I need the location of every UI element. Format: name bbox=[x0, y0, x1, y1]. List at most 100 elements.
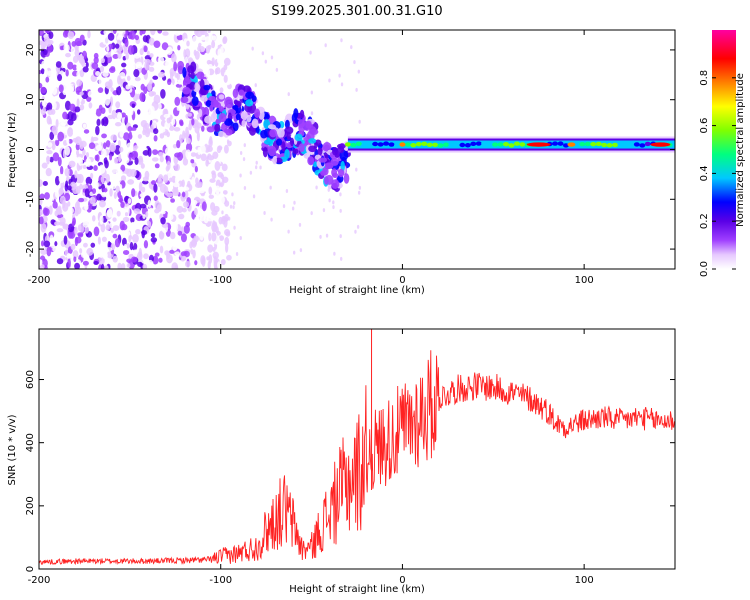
heatmap-cell bbox=[214, 123, 221, 133]
heatmap-cell bbox=[245, 99, 254, 107]
heatmap-cell bbox=[172, 189, 179, 197]
heatmap-cell bbox=[218, 130, 225, 138]
heatmap-cell bbox=[332, 205, 335, 210]
heatmap-cell bbox=[58, 84, 64, 93]
heatmap-cell bbox=[85, 151, 90, 158]
heatmap-cell bbox=[92, 188, 97, 194]
heatmap-cell bbox=[178, 213, 185, 220]
heatmap-cell bbox=[40, 131, 45, 141]
colorbar-tick-label: 0.0 bbox=[699, 261, 710, 277]
heatmap-cell bbox=[221, 229, 225, 237]
heatmap-cell bbox=[52, 170, 58, 176]
heatmap-cell bbox=[235, 251, 239, 256]
heatmap-cell bbox=[84, 188, 90, 198]
heatmap-cell bbox=[72, 64, 78, 71]
heatmap-cell bbox=[122, 216, 130, 223]
heatmap-cell bbox=[199, 144, 206, 155]
heatmap-cell bbox=[142, 263, 148, 269]
heatmap-cell bbox=[134, 34, 140, 41]
heatmap-cell bbox=[90, 242, 96, 248]
heatmap-cell bbox=[453, 141, 460, 147]
heatmap-cell bbox=[86, 51, 93, 60]
heatmap-cell bbox=[223, 218, 228, 228]
heatmap-cell bbox=[58, 173, 65, 184]
heatmap-cell bbox=[112, 225, 120, 231]
colorbar-label: Normalized spectral amplitude bbox=[735, 73, 746, 227]
heatmap-cell bbox=[184, 189, 189, 200]
heatmap-cell bbox=[633, 142, 640, 147]
heatmap-cell bbox=[191, 239, 198, 247]
heatmap-cell bbox=[198, 188, 205, 194]
heatmap-cell bbox=[262, 146, 268, 158]
heatmap-cell bbox=[166, 46, 173, 55]
snr-xtick-label: -100 bbox=[209, 575, 232, 586]
heatmap-cell bbox=[66, 253, 72, 259]
heatmap-cell bbox=[99, 215, 104, 225]
heatmap-cell bbox=[79, 34, 85, 42]
heatmap-cell bbox=[114, 43, 120, 49]
heatmap-cell bbox=[67, 119, 74, 126]
heatmap-cell bbox=[222, 190, 228, 195]
heatmap-cell bbox=[56, 208, 63, 216]
snr-axes: -200 -100 0 100 0 200 400 600 bbox=[25, 329, 675, 586]
heatmap-cell bbox=[231, 192, 234, 197]
heatmap-cell bbox=[142, 129, 146, 136]
heatmap-cell bbox=[82, 164, 87, 170]
heatmap-cell bbox=[145, 211, 149, 218]
heatmap-cell bbox=[169, 71, 174, 81]
heatmap-cell bbox=[222, 37, 227, 45]
heatmap-cell bbox=[62, 224, 69, 230]
heatmap-cell bbox=[48, 205, 53, 215]
heatmap-cell bbox=[215, 192, 221, 200]
heatmap-cell bbox=[138, 41, 146, 47]
heatmap-cell bbox=[310, 90, 314, 95]
heatmap-cell bbox=[173, 61, 178, 72]
heatmap-cell bbox=[114, 238, 121, 248]
heatmap-cell bbox=[293, 108, 299, 119]
heatmap-cell bbox=[125, 53, 129, 60]
heatmap-cell bbox=[233, 201, 236, 206]
heatmap-cell bbox=[132, 82, 140, 88]
heatmap-cell bbox=[103, 55, 108, 66]
heatmap-cell bbox=[171, 118, 176, 126]
heatmap-cell bbox=[190, 71, 195, 80]
heatmap-cell bbox=[143, 253, 149, 260]
heatmap-cell bbox=[366, 142, 373, 147]
heatmap-cell bbox=[211, 222, 218, 233]
heatmap-cell bbox=[133, 208, 141, 215]
heatmap-cell bbox=[201, 256, 206, 267]
heatmap-cell bbox=[50, 196, 55, 201]
heatmap-cell bbox=[209, 136, 213, 145]
heatmap-cell bbox=[132, 233, 139, 243]
heatmap-cell bbox=[55, 138, 60, 147]
heatmap-cell bbox=[355, 141, 362, 146]
heatmap-cell bbox=[215, 119, 220, 125]
heatmap-cell bbox=[290, 137, 295, 147]
heatmap-cell bbox=[174, 264, 179, 269]
heatmap-cell bbox=[639, 143, 646, 148]
heatmap-cell bbox=[126, 242, 130, 249]
heatmap-cell bbox=[443, 142, 450, 147]
heatmap-cell bbox=[245, 91, 255, 99]
heatmap-feature-noise bbox=[39, 30, 362, 269]
heatmap-cell bbox=[42, 180, 48, 187]
heatmap-cell bbox=[109, 188, 113, 197]
heatmap-cell bbox=[136, 109, 141, 115]
heatmap-cell bbox=[475, 141, 482, 146]
heatmap-cell bbox=[189, 81, 197, 90]
heatmap-cell bbox=[105, 224, 111, 231]
heatmap-cell bbox=[180, 233, 187, 243]
heatmap-cell bbox=[153, 183, 158, 193]
heatmap-cell bbox=[272, 155, 278, 165]
heatmap-cell bbox=[211, 40, 216, 49]
heatmap-cell bbox=[239, 235, 242, 240]
heatmap-cell bbox=[166, 117, 171, 124]
heatmap-cell bbox=[76, 98, 80, 108]
heatmap-cell bbox=[87, 30, 91, 39]
heatmap-cell bbox=[284, 126, 294, 135]
heatmap-cell bbox=[214, 68, 219, 75]
heatmap-cell bbox=[601, 142, 608, 148]
heatmap-cell bbox=[147, 147, 152, 157]
heatmap-cell bbox=[157, 30, 163, 34]
